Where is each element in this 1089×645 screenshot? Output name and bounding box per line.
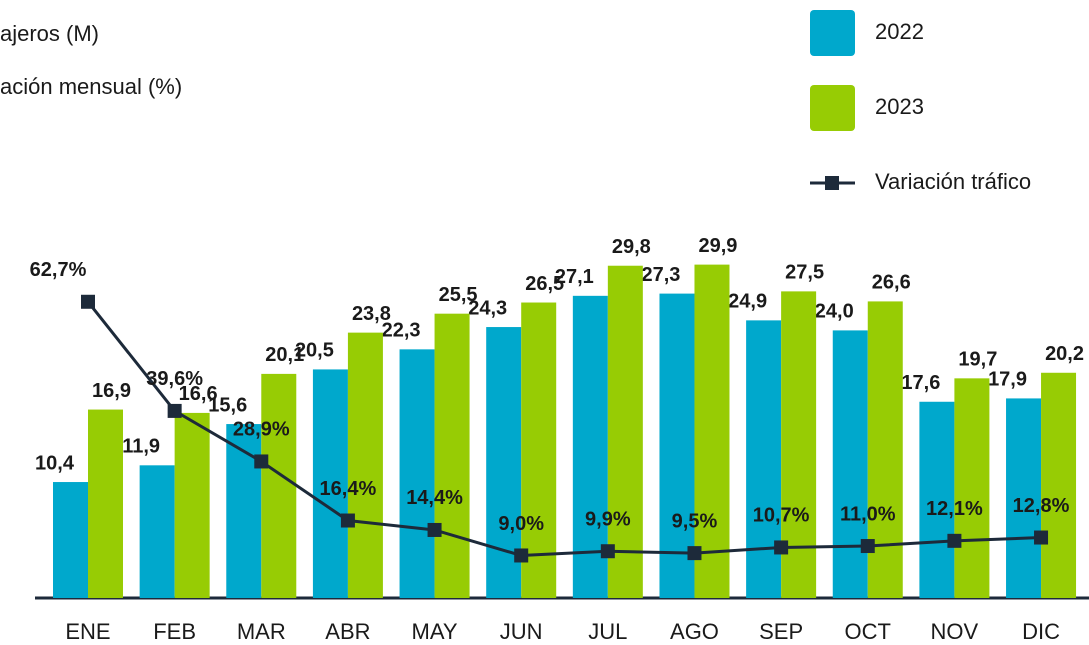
- data-label: 24,0: [815, 301, 854, 323]
- bar: [174, 412, 210, 598]
- line-marker: [340, 513, 355, 528]
- bar: [399, 349, 435, 598]
- data-label: 17,9: [988, 369, 1027, 391]
- line-marker: [167, 403, 182, 418]
- data-label: 17,6: [901, 372, 940, 394]
- bar: [919, 401, 955, 598]
- bar: [139, 465, 175, 598]
- x-tick-label: JUN: [500, 619, 543, 644]
- data-label: 29,8: [612, 236, 651, 258]
- x-tick-label: JUL: [588, 619, 627, 644]
- data-label: 9,5%: [672, 510, 718, 532]
- legend-marker: [825, 176, 839, 190]
- legend-swatch: [810, 10, 855, 56]
- bar: [347, 332, 383, 598]
- line-marker: [600, 544, 615, 559]
- data-label: 27,3: [642, 264, 681, 286]
- bar: [694, 264, 730, 598]
- bar: [832, 330, 868, 598]
- data-label: 12,1%: [926, 498, 983, 520]
- legend-swatch: [810, 85, 855, 131]
- data-label: 39,6%: [146, 368, 203, 390]
- data-label: 9,9%: [585, 509, 631, 531]
- data-label: 62,7%: [30, 259, 87, 281]
- line-marker: [514, 548, 529, 563]
- data-label: 20,1: [265, 344, 304, 366]
- data-label: 20,5: [295, 340, 334, 362]
- data-label: 19,7: [958, 349, 997, 371]
- data-label: 16,4%: [320, 478, 377, 500]
- data-label: 12,8%: [1013, 495, 1070, 517]
- bar: [746, 320, 782, 598]
- data-label: 24,9: [728, 291, 767, 313]
- line-marker: [1034, 530, 1049, 545]
- legend-label: 2022: [875, 19, 924, 44]
- data-label: 16,6: [179, 383, 218, 405]
- line-marker: [860, 539, 875, 554]
- data-label: 11,0%: [840, 503, 896, 525]
- line-marker: [254, 454, 269, 469]
- data-label: 29,9: [699, 235, 738, 257]
- data-label: 26,6: [872, 272, 911, 294]
- data-label: 25,5: [439, 284, 478, 306]
- data-label: 22,3: [382, 320, 421, 342]
- data-label: 28,9%: [233, 419, 290, 441]
- bar: [226, 424, 262, 598]
- line: [86, 300, 1042, 557]
- y2-axis-title: ación mensual (%): [0, 74, 182, 99]
- bar: [434, 313, 470, 598]
- x-tick-label: ABR: [325, 619, 370, 644]
- x-tick-label: NOV: [931, 619, 979, 644]
- bar: [53, 482, 88, 598]
- data-label: 10,7%: [753, 505, 810, 527]
- bar: [1041, 372, 1077, 598]
- bar: [607, 265, 643, 598]
- x-tick-label: MAY: [412, 619, 458, 644]
- line-marker: [947, 533, 962, 548]
- x-tick-label: DIC: [1022, 619, 1060, 644]
- data-label: 27,5: [785, 262, 824, 284]
- bar: [954, 378, 990, 598]
- data-label: 20,2: [1045, 343, 1084, 365]
- line-marker: [774, 540, 789, 555]
- x-tick-label: MAR: [237, 619, 286, 644]
- x-tick-label: FEB: [153, 619, 196, 644]
- line-marker: [81, 294, 95, 309]
- x-tick-label: ENE: [65, 619, 110, 644]
- data-label: 15,6: [208, 394, 247, 416]
- x-tick-label: SEP: [759, 619, 803, 644]
- data-label: 23,8: [352, 303, 391, 325]
- line-marker: [687, 546, 702, 561]
- data-label: 26,5: [525, 273, 564, 295]
- data-label: 9,0%: [498, 513, 544, 535]
- bar: [312, 369, 348, 598]
- data-label: 27,1: [555, 266, 594, 288]
- bar: [88, 409, 123, 598]
- bar: [1006, 398, 1042, 598]
- line-marker: [427, 522, 442, 537]
- data-label: 10,4: [35, 452, 75, 474]
- data-label: 24,3: [468, 297, 507, 319]
- y-axis-title: ajeros (M): [0, 21, 99, 46]
- x-tick-label: AGO: [670, 619, 719, 644]
- data-label: 14,4%: [406, 487, 463, 509]
- bar: [261, 373, 297, 598]
- data-label: 11,9: [122, 436, 160, 458]
- legend-label: Variación tráfico: [875, 169, 1031, 194]
- x-tick-label: OCT: [845, 619, 891, 644]
- bar: [867, 301, 903, 598]
- data-label: 16,9: [92, 380, 131, 402]
- legend-label: 2023: [875, 94, 924, 119]
